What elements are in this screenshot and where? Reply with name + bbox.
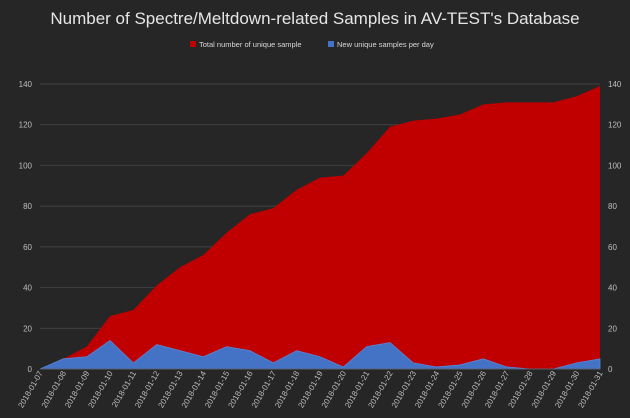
y-tick-label-right: 40 bbox=[608, 284, 617, 293]
legend-swatch-new bbox=[328, 41, 334, 47]
y-tick-label-right: 140 bbox=[608, 80, 622, 89]
y-tick-label-right: 80 bbox=[608, 202, 617, 211]
y-tick-label-left: 60 bbox=[23, 243, 32, 252]
y-axis-right: 0 20 40 60 80 100 120 140 bbox=[608, 80, 622, 374]
y-tick-label-right: 100 bbox=[608, 161, 622, 170]
y-axis-left: 0 20 40 60 80 100 120 140 bbox=[19, 80, 33, 374]
x-axis: 2018-01-072018-01-082018-01-092018-01-10… bbox=[16, 369, 605, 409]
y-tick-label-left: 20 bbox=[23, 324, 32, 333]
legend-swatch-total bbox=[190, 41, 196, 47]
legend-label-total: Total number of unique sample bbox=[199, 40, 302, 49]
plot-area bbox=[39, 86, 601, 370]
y-tick-label-left: 40 bbox=[23, 284, 32, 293]
y-tick-label-left: 120 bbox=[19, 121, 33, 130]
y-tick-label-left: 100 bbox=[19, 161, 33, 170]
legend: Total number of unique sample New unique… bbox=[190, 40, 434, 49]
y-tick-label-left: 80 bbox=[23, 202, 32, 211]
y-tick-label-right: 20 bbox=[608, 324, 617, 333]
area-series-total bbox=[40, 86, 600, 369]
y-tick-label-right: 0 bbox=[608, 365, 613, 374]
y-tick-label-left: 140 bbox=[19, 80, 33, 89]
y-tick-label-left: 0 bbox=[28, 365, 33, 374]
legend-label-new: New unique samples per day bbox=[337, 40, 434, 49]
y-tick-label-right: 60 bbox=[608, 243, 617, 252]
chart-title: Number of Spectre/Meltdown-related Sampl… bbox=[50, 9, 579, 28]
y-tick-label-right: 120 bbox=[608, 121, 622, 130]
